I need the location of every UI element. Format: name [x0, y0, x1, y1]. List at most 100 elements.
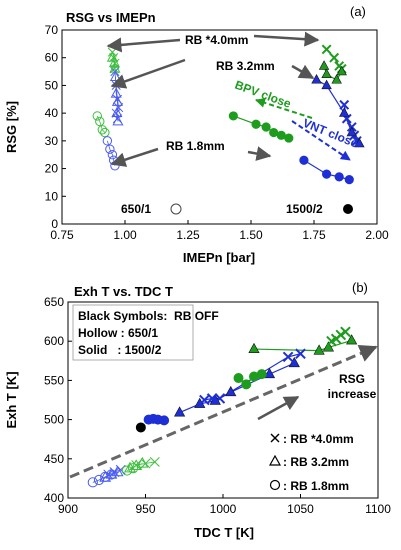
- x-tick-label: 1000: [210, 502, 237, 516]
- annotation-rb40: RB *4.0mm: [185, 33, 248, 47]
- y-tick-label: 600: [44, 334, 64, 348]
- y-tick-label: 60: [45, 51, 59, 65]
- arrow-bpv-close: [255, 97, 313, 119]
- panel-b: Exh T vs. TDC T (b) Exh T [K] TDC T [K] …: [4, 280, 391, 540]
- point-rb-3-2mm-triangle: [263, 367, 276, 379]
- point-rb-3-2mm-triangle: [336, 65, 347, 76]
- point-rb-4-0mm-x: [199, 394, 210, 406]
- point-rb-3-2mm-triangle: [111, 95, 123, 106]
- panel-a-plot-frame: [61, 29, 378, 225]
- y-tick-label: 0: [51, 217, 58, 231]
- panel-a-markers: [92, 44, 365, 185]
- panel-b-ylabel: Exh T [K]: [4, 371, 19, 428]
- arrow-rb18-left: [110, 147, 159, 167]
- panel-b-y-ticks: 400 450 500 550 600 650: [44, 295, 72, 505]
- arrow-rb32-right: [291, 64, 315, 80]
- point-rb-1-8mm-circle: [344, 175, 354, 185]
- increase-label: increase: [328, 387, 377, 401]
- point-rb-3-2mm-triangle: [321, 79, 332, 90]
- point-rb-1-8mm-circle: [251, 119, 261, 129]
- series-line: [323, 65, 343, 81]
- annotation-vnt-close: VNT close: [301, 116, 360, 151]
- legend-triangle-marker: [268, 454, 282, 466]
- point-rb-1-8mm-circle: [241, 379, 252, 390]
- point-rb-1-8mm-circle: [121, 465, 133, 476]
- point-rb-1-8mm-circle: [87, 477, 98, 488]
- x-tick-label: 1100: [365, 502, 391, 516]
- point-rb-4-0mm-x: [111, 108, 121, 118]
- point-rb-1-8mm-circle: [95, 116, 105, 127]
- point-rb-4-0mm-x: [321, 44, 332, 55]
- point-rb-1-8mm-circle: [276, 130, 286, 140]
- point-rb-4-0mm-x: [103, 469, 114, 480]
- x-tick-label: 2.00: [365, 228, 389, 242]
- panel-b-xlabel: TDC T [K]: [194, 525, 254, 540]
- x-tick-label: 1.75: [302, 228, 326, 242]
- point-rb-1-8mm-circle: [228, 111, 238, 121]
- point-rb-1-8mm-circle: [256, 369, 267, 380]
- x-tick-label: 1.00: [113, 228, 137, 242]
- rsg-arrow-small: [257, 395, 300, 421]
- arrow-rb32-left: [110, 58, 186, 89]
- info-box: Black Symbols: RB OFF Hollow : 650/1 Sol…: [72, 304, 219, 361]
- panel-b-label: (b): [352, 280, 368, 295]
- legend-650-label: 650/1: [121, 202, 151, 216]
- annotation-bpv-close: BPV close: [233, 78, 293, 111]
- point-rb-1-8mm-circle: [299, 155, 309, 165]
- point-rb-3-2mm-triangle: [225, 385, 237, 397]
- series-line: [253, 339, 352, 352]
- point-rb-1-8mm-circle: [159, 415, 170, 426]
- y-tick-label: 70: [45, 23, 59, 37]
- point-rb-3-2mm-triangle: [313, 344, 325, 355]
- point-rb-3-2mm-triangle: [322, 341, 335, 352]
- point-rb-4-0mm-x: [339, 99, 350, 110]
- x-tick-label: 0.75: [50, 228, 74, 242]
- annotation-rb18: RB 1.8mm: [166, 139, 225, 153]
- point-rb-3-2mm-triangle: [173, 406, 186, 417]
- point-rb-4-0mm-x: [329, 52, 340, 63]
- y-tick-label: 650: [44, 295, 64, 309]
- marker-legend: : RB *4.0mm : RB 3.2mm : RB 1.8mm: [268, 432, 354, 493]
- panel-a-x-ticks: 0.75 1.00 1.25 1.50 1.75 2.00: [50, 220, 389, 242]
- point-rb-1-8mm-circle: [93, 474, 105, 486]
- point-rb-3-2mm-triangle: [339, 107, 350, 117]
- x-tick-label: 950: [135, 502, 155, 516]
- rsg-label: RSG: [339, 372, 365, 386]
- point-rb-3-2mm-triangle: [354, 137, 365, 148]
- point-rb-1-8mm-circle: [100, 127, 110, 138]
- point-rb-3-2mm-triangle: [311, 74, 322, 84]
- point-rb-1-8mm-circle: [128, 463, 139, 474]
- legend-rb40-label: : RB *4.0mm: [283, 432, 354, 446]
- arrow-vnt-close: [291, 120, 351, 161]
- point-rb-4-0mm-x: [109, 467, 120, 478]
- x-tick-label: 1.50: [239, 228, 263, 242]
- point-rb-3-2mm-triangle: [110, 87, 122, 98]
- legend-rb32-label: : RB 3.2mm: [283, 455, 349, 469]
- x-tick-label: 900: [58, 502, 78, 516]
- point-rb-3-2mm-triangle: [331, 74, 342, 84]
- point-rb-3-2mm-triangle: [111, 106, 123, 118]
- point-rb-1-8mm-circle: [233, 373, 244, 384]
- panel-a-y-ticks: 0 10 20 30 40 50 60 70: [45, 23, 66, 231]
- legend-650-marker: [170, 203, 182, 215]
- panel-b-title: Exh T vs. TDC T: [74, 284, 173, 299]
- point-rb-4-0mm-x: [149, 456, 160, 467]
- y-tick-label: 450: [44, 452, 64, 466]
- point-rb-1-8mm-circle: [102, 136, 113, 146]
- y-tick-label: 400: [44, 491, 64, 505]
- point-rb-3-2mm-triangle: [321, 68, 332, 79]
- point-rb-3-2mm-triangle: [248, 342, 260, 354]
- point-rb-4-0mm-x: [109, 64, 119, 74]
- point-rb-4-0mm-x: [140, 458, 151, 469]
- info-line-2: Hollow : 650/1: [78, 326, 158, 340]
- legend-1500-marker: [343, 204, 353, 214]
- x-tick-label: 1.25: [176, 228, 200, 242]
- legend-circle-marker: [269, 479, 281, 491]
- series-line: [303, 159, 350, 181]
- y-tick-label: 500: [44, 413, 64, 427]
- arrow-rb40-right: [253, 31, 320, 47]
- rsg-increase-arrow: [69, 345, 378, 479]
- panel-a: RSG vs IMEPn (a) RSG [%] IMEPn [bar] 0.7…: [4, 4, 389, 265]
- legend-1500-label: 1500/2: [286, 202, 323, 216]
